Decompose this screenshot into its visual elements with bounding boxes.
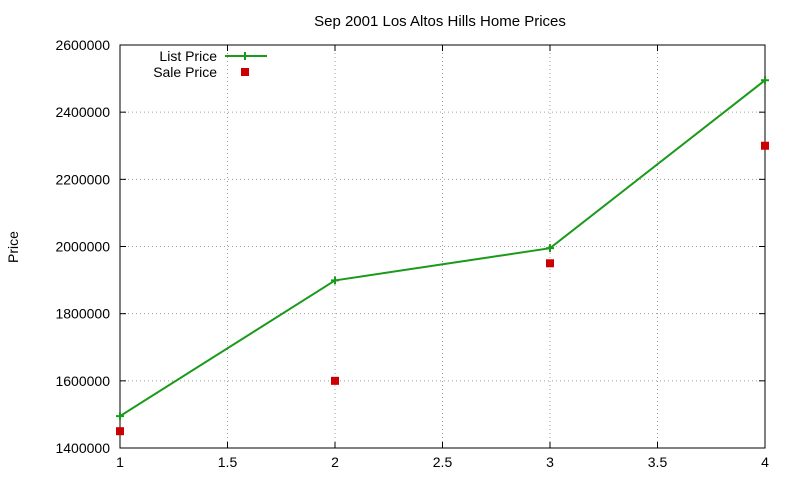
x-tick-label: 4 xyxy=(761,454,769,470)
legend-marker-plus xyxy=(241,52,249,60)
series-list-price xyxy=(116,76,769,421)
series-layer xyxy=(116,76,769,436)
legend-marker-square xyxy=(241,68,249,76)
series-sale-price xyxy=(116,141,769,436)
data-point-square xyxy=(331,376,339,385)
data-point-plus xyxy=(331,276,339,285)
data-point-square xyxy=(116,427,124,436)
y-tick-label: 1600000 xyxy=(55,373,110,389)
legend-label: Sale Price xyxy=(153,64,217,80)
x-tick-label: 2.5 xyxy=(433,454,453,470)
y-tick-label: 2000000 xyxy=(55,239,110,255)
plot-frame xyxy=(119,44,766,449)
y-tick-label: 1800000 xyxy=(55,306,110,322)
x-tick-label: 1.5 xyxy=(218,454,238,470)
x-tick-label: 3.5 xyxy=(648,454,668,470)
x-tick-label: 3 xyxy=(546,454,554,470)
y-tick-label: 2200000 xyxy=(55,171,110,187)
y-tick-label: 2600000 xyxy=(55,37,110,53)
legend-label: List Price xyxy=(159,48,217,64)
x-tick-label: 2 xyxy=(331,454,339,470)
grid xyxy=(120,45,765,448)
y-tick-label: 2400000 xyxy=(55,104,110,120)
data-point-plus xyxy=(116,412,124,421)
series-line xyxy=(119,79,766,417)
axis-ticks: 1 1.5 2 2.5 3 3.5 4 1400000 1600000 1800000 200000… xyxy=(55,37,769,470)
x-tick-label: 1 xyxy=(116,454,124,470)
data-point-plus xyxy=(761,76,769,85)
chart-title: Sep 2001 Los Altos Hills Home Prices xyxy=(314,13,566,30)
data-point-square xyxy=(761,141,769,150)
y-tick-label: 1400000 xyxy=(55,440,110,456)
y-axis-label: Price xyxy=(5,231,21,263)
data-point-square xyxy=(546,259,554,268)
data-point-plus xyxy=(546,244,554,253)
